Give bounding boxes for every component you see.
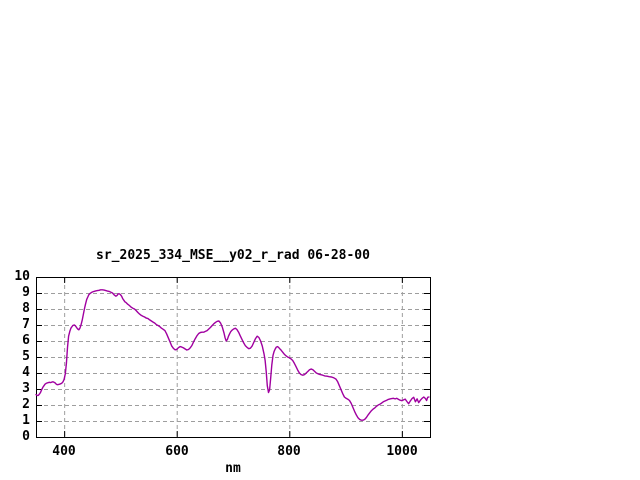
y-axis-tick-label-8: 8 [22,301,30,316]
y-axis-tick-label-1: 1 [22,413,30,428]
x-axis-tick-label-400: 400 [52,444,76,459]
chart-title: sr_2025_334_MSE__y02_r_rad 06-28-00 [96,248,370,263]
y-axis-tick-label-0: 0 [22,429,30,444]
x-axis-unit-label: nm [225,461,241,476]
y-axis-tick-label-9: 9 [22,285,30,300]
y-axis-tick-label-3: 3 [22,381,30,396]
y-axis-tick-label-7: 7 [22,317,30,332]
x-axis-tick-label-600: 600 [165,444,189,459]
x-axis-tick-label-800: 800 [277,444,301,459]
x-axis-tick-label-1000: 1000 [386,444,418,459]
y-axis-tick-label-5: 5 [22,349,30,364]
y-axis-tick-label-4: 4 [22,365,30,380]
y-axis-tick-label-6: 6 [22,333,30,348]
spectral-curve [35,289,430,421]
y-axis-tick-label-2: 2 [22,397,30,412]
y-axis-tick-label-10: 10 [14,269,30,284]
